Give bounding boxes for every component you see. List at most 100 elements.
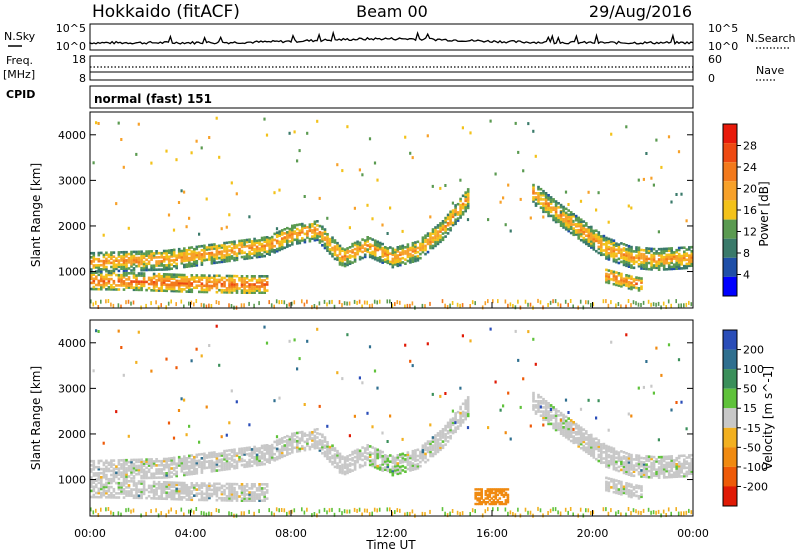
power-cell [582,224,586,227]
power-cell [326,241,329,244]
power-cell [180,273,184,277]
power-cell [193,252,196,255]
power-cell [647,299,650,304]
velocity-cell [298,449,302,453]
power-cell [225,249,229,253]
power-cell [688,246,691,249]
velocity-cell [215,463,219,466]
velocity-cell [233,486,236,490]
velocity-cell [424,442,427,445]
velocity-cell [220,454,224,457]
power-cell [255,287,259,290]
velocity-cell [147,464,151,467]
power-cell [175,266,178,270]
power-cell [243,257,246,261]
velocity-cell [132,494,136,497]
power-cell [381,242,384,246]
velocity-cell [336,449,339,453]
velocity-cell [559,430,563,433]
velocity-cell [90,476,93,479]
power-cell [436,234,440,237]
velocity-cell [288,435,292,439]
power-cell [670,259,673,263]
velocity-cell [439,430,442,433]
velocity-cell [635,464,638,468]
velocity-cell [572,439,575,442]
velocity-cell [313,442,317,446]
power-cell [652,260,656,263]
power-panel-frame [89,111,694,309]
power-cell [539,194,543,197]
power-cell [617,274,621,277]
velocity-cell [564,398,568,402]
velocity-cell [117,469,121,472]
power-cell [100,285,103,289]
velocity-cell [323,436,327,439]
velocity-cell [291,432,294,436]
power-cell [293,300,296,305]
velocity-cell [627,461,631,464]
velocity-cell [579,446,583,450]
velocity-cell [414,449,417,452]
velocity-cell [95,491,98,495]
velocity-cell [298,431,302,434]
power-cell [338,244,342,248]
power-cell [585,228,588,231]
power-cell [675,193,678,196]
power-cell [150,282,153,286]
power-cell [690,258,694,261]
velocity-cell [504,507,507,512]
power-cell [574,216,578,220]
power-cell [97,273,101,277]
power-cell [424,304,426,309]
velocity-cell [507,511,509,516]
power-cell [220,288,224,292]
power-cell [280,300,283,304]
velocity-cell [306,442,309,445]
power-cell [489,119,492,123]
power-cell [607,273,611,276]
power-cell [195,253,199,257]
velocity-cell [150,486,153,490]
velocity-cell [338,456,342,460]
power-cell [421,240,425,244]
power-cell [615,271,618,274]
power-cell [301,226,304,230]
power-cell [662,301,665,306]
power-cell [102,277,106,281]
velocity-cell [414,453,417,456]
power-cell [95,121,98,125]
power-cell [605,255,608,258]
power-cell [348,254,352,257]
power-cell [253,303,255,308]
power-cell [258,289,261,292]
power-cell [539,202,543,205]
velocity-cell [607,447,611,451]
power-cell [188,284,191,287]
power-cell [645,152,648,155]
mhz-label: [MHz] [3,68,35,81]
velocity-cell [346,471,349,475]
power-cell [640,303,642,307]
velocity-cell [524,507,527,512]
velocity-cell [228,482,231,486]
power-cell [620,278,623,282]
power-cell [165,266,168,269]
power-cell [625,258,628,261]
power-cell [454,213,457,217]
power-cell [107,288,111,291]
velocity-cell [215,324,218,328]
velocity-cell [258,487,261,490]
power-cell [150,276,153,280]
velocity-cell [414,457,417,460]
velocity-cell [361,381,364,385]
velocity-cell [547,412,550,415]
velocity-cell [474,509,476,514]
velocity-cell [110,496,113,499]
velocity-cell [444,424,447,428]
power-cell [640,285,643,288]
velocity-cell [346,457,349,460]
power-cell [250,287,254,290]
power-cell [622,279,626,283]
power-cell [150,280,153,284]
